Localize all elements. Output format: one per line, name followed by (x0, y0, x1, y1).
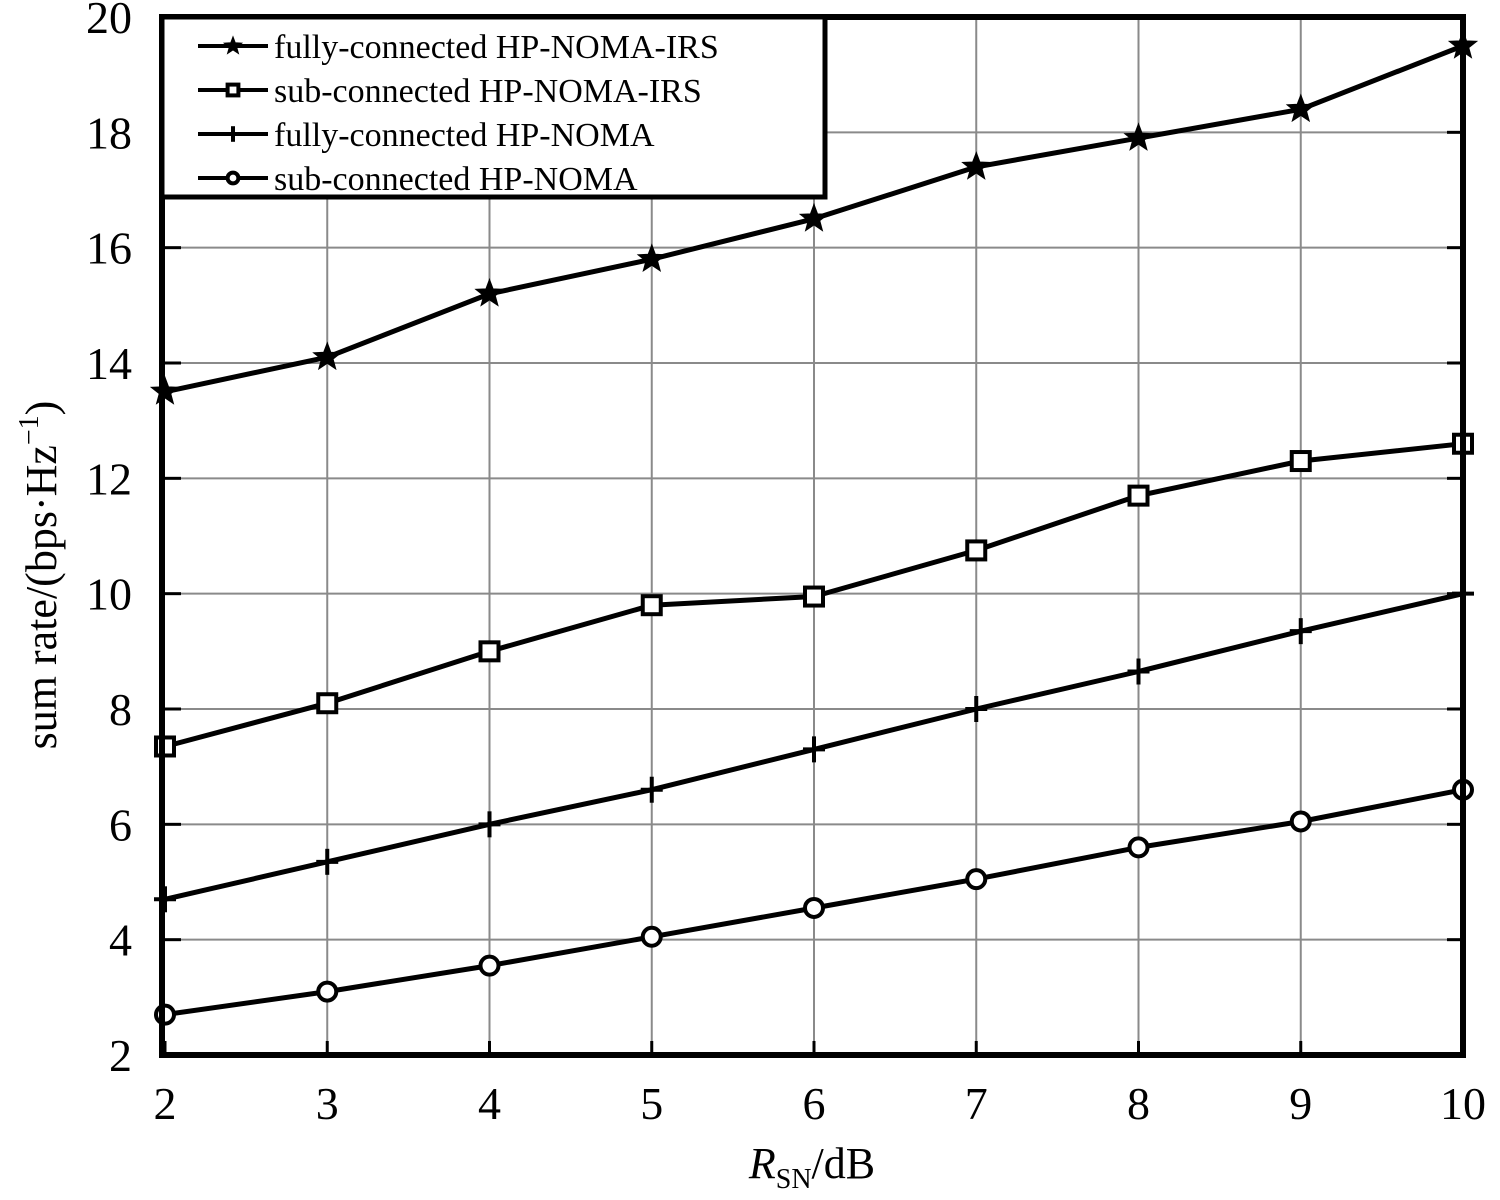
y-tick-label: 18 (86, 107, 132, 158)
x-tick-label: 10 (1440, 1078, 1486, 1129)
grid (165, 17, 1463, 1055)
y-axis-title-main: sum rate/(bps·Hz (17, 445, 66, 749)
x-axis-title: RSN/dB (748, 1139, 875, 1195)
y-tick-label: 6 (109, 799, 132, 850)
x-tick-label: 4 (478, 1078, 501, 1129)
marker-circle (965, 868, 988, 891)
x-tick-label: 8 (1127, 1078, 1150, 1129)
legend-box (159, 14, 828, 200)
series-4 (154, 778, 1474, 1026)
x-tick-label: 9 (1289, 1078, 1312, 1129)
x-tick-label: 6 (803, 1078, 826, 1129)
y-tick-label: 10 (86, 569, 132, 620)
series-2 (154, 432, 1474, 758)
marker-star (474, 277, 505, 307)
x-axis-title-unit: /dB (812, 1139, 876, 1188)
x-tick-label: 7 (965, 1078, 988, 1129)
marker-plus (226, 126, 240, 142)
marker-circle (640, 925, 663, 948)
legend-label: fully-connected HP-NOMA (274, 117, 655, 154)
marker-circle (1127, 836, 1150, 859)
marker-plus (803, 736, 825, 763)
marker-star (636, 243, 667, 272)
marker-circle (478, 954, 501, 977)
y-tick-label: 4 (109, 915, 132, 966)
marker-star (1285, 93, 1316, 123)
marker-circle (316, 980, 339, 1003)
marker-plus (640, 776, 663, 803)
marker-square (225, 82, 241, 98)
y-axis-title: sum rate/(bps·Hz−1) (14, 401, 66, 750)
x-tick-label: 3 (316, 1078, 339, 1129)
marker-plus (1127, 658, 1150, 685)
marker-plus (478, 811, 501, 838)
marker-plus (316, 848, 339, 875)
legend-entry-2: sub-connected HP-NOMA-IRS (198, 73, 702, 110)
y-axis-title-close: ) (17, 401, 66, 416)
legend-entry-4: sub-connected HP-NOMA (198, 161, 638, 198)
marker-circle (803, 896, 825, 919)
x-tick-label: 2 (154, 1078, 177, 1129)
marker-star (1123, 122, 1154, 151)
marker-square (316, 692, 339, 715)
marker-square (478, 640, 501, 663)
legend: fully-connected HP-NOMA-IRS sub-connected… (159, 14, 828, 200)
series-1 (149, 29, 1479, 405)
marker-square (965, 539, 988, 562)
legend-entry-3: fully-connected HP-NOMA (198, 117, 655, 154)
legend-label: sub-connected HP-NOMA-IRS (274, 73, 702, 110)
y-tick-label: 20 (86, 0, 132, 43)
x-axis-title-sub: SN (776, 1164, 812, 1195)
marker-star (961, 151, 992, 180)
marker-square (640, 594, 663, 617)
y-tick-label: 12 (86, 453, 132, 504)
legend-label: sub-connected HP-NOMA (274, 161, 638, 198)
marker-square (1127, 484, 1150, 507)
marker-star (312, 341, 343, 371)
marker-circle (225, 170, 241, 186)
marker-square (803, 585, 825, 608)
legend-entry-1: fully-connected HP-NOMA-IRS (198, 29, 719, 66)
marker-plus (965, 696, 988, 722)
marker-circle (1289, 810, 1312, 833)
y-tick-label: 8 (109, 684, 132, 735)
legend-label: fully-connected HP-NOMA-IRS (274, 29, 719, 66)
marker-square (1289, 450, 1312, 473)
marker-plus (1289, 618, 1312, 645)
y-tick-label: 16 (86, 223, 132, 274)
x-tick-label: 5 (640, 1078, 663, 1129)
x-tick-labels: 2 3 4 5 6 7 8 9 10 (154, 1078, 1487, 1129)
x-axis-title-main: R (748, 1139, 776, 1188)
y-axis-title-sup: −1 (14, 415, 45, 445)
y-tick-label: 2 (109, 1030, 132, 1081)
marker-star (222, 35, 244, 55)
y-tick-label: 14 (86, 338, 132, 389)
marker-star (798, 202, 830, 232)
y-tick-labels: 2 4 6 8 10 12 14 16 18 20 (86, 0, 132, 1081)
